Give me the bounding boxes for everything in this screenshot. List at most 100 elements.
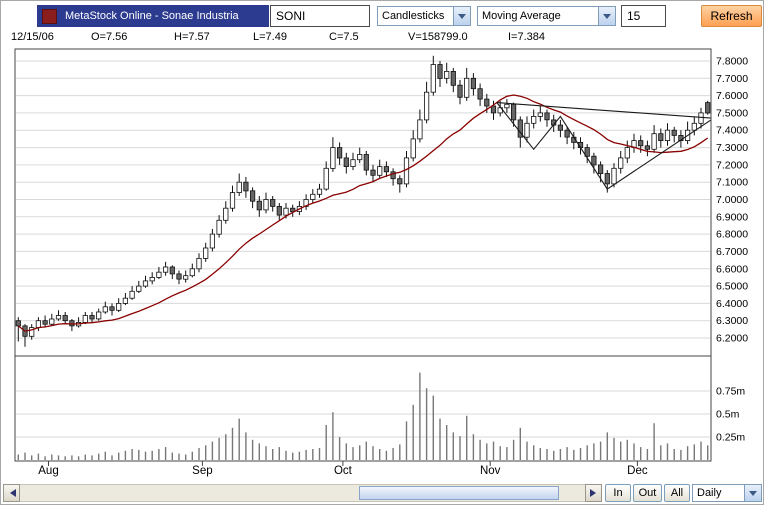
candle-body [156, 271, 162, 278]
scrollbar-track[interactable] [20, 484, 585, 502]
price-tick-label: 7.0000 [716, 194, 748, 206]
candle-body [89, 315, 95, 320]
indicator-value: Moving Average [482, 10, 561, 22]
trendline[interactable] [496, 102, 712, 119]
candle-body [638, 140, 644, 147]
volume-bars [17, 372, 709, 460]
candle-body [116, 302, 122, 311]
volume-tick-label: 0.25m [716, 432, 745, 444]
candle-body [310, 193, 316, 200]
price-tick-label: 6.4000 [716, 298, 748, 310]
candle-body [236, 181, 242, 193]
price-volume-chart[interactable]: 7.8000 7.7000 7.6000 7.5000 7.4000 7.3000 7.20… [1, 47, 764, 484]
candle-body [42, 320, 48, 325]
price-tick-label: 7.1000 [716, 177, 748, 189]
quote-close: C=7.5 [329, 31, 359, 43]
candle-body [149, 276, 155, 282]
chevron-down-icon[interactable] [744, 485, 761, 501]
candle-body [390, 171, 396, 180]
refresh-button[interactable]: Refresh [701, 5, 762, 27]
price-tick-label: 6.2000 [716, 333, 748, 345]
candle-body [698, 112, 704, 124]
candle-body [223, 207, 229, 221]
candle-body [29, 327, 35, 337]
app-logo-icon [42, 8, 57, 24]
candle-body [430, 64, 436, 93]
price-tick-label: 7.7000 [716, 73, 748, 85]
candle-body [504, 103, 510, 109]
candle-body [209, 233, 215, 249]
candle-body [263, 199, 269, 211]
price-tick-label: 6.3000 [716, 315, 748, 327]
quote-high: H=7.57 [174, 31, 210, 43]
candle-body [658, 133, 664, 141]
candle-body [357, 154, 363, 161]
zoom-all-button[interactable]: All [664, 484, 690, 502]
candle-body [437, 64, 443, 79]
zoom-out-button[interactable]: Out [633, 484, 662, 502]
chart-type-select[interactable]: Candlesticks [377, 6, 471, 26]
app-title: MetaStock Online - Sonae Industria [65, 10, 239, 22]
price-tick-label: 6.5000 [716, 281, 748, 293]
candle-body [517, 119, 523, 138]
price-tick-label: 6.9000 [716, 211, 748, 223]
candle-body [363, 154, 369, 171]
chart-type-value: Candlesticks [382, 10, 445, 22]
candle-body [49, 318, 55, 325]
arrow-right-icon [589, 489, 600, 497]
periodicity-select[interactable]: Daily [692, 484, 762, 502]
candle-body [336, 147, 343, 159]
indicator-select[interactable]: Moving Average [477, 6, 616, 26]
candle-body [162, 266, 169, 273]
candle-body [196, 257, 202, 270]
candle-body [470, 77, 477, 90]
chevron-down-icon[interactable] [598, 7, 615, 25]
scroll-right-button[interactable] [585, 484, 602, 502]
app-title-bar: MetaStock Online - Sonae Industria [37, 5, 269, 27]
price-tick-label: 7.5000 [716, 107, 748, 119]
scrollbar-thumb[interactable] [359, 486, 559, 500]
price-tick-label: 6.8000 [716, 229, 748, 241]
quote-low: L=7.49 [253, 31, 287, 43]
zoom-in-button[interactable]: In [605, 484, 631, 502]
candle-body [651, 133, 657, 150]
candle-body [490, 105, 497, 114]
candle-body [316, 188, 323, 195]
trendline[interactable] [496, 102, 712, 190]
candle-body [397, 178, 403, 185]
candle-body [243, 181, 249, 192]
month-label: Oct [334, 465, 353, 477]
price-tick-label: 7.2000 [716, 159, 748, 171]
candle-body [417, 119, 423, 140]
candle-body [584, 147, 590, 157]
candle-body [591, 155, 597, 166]
candle-body [403, 157, 410, 185]
quote-bar: 12/15/06 O=7.56 H=7.57 L=7.49 C=7.5 V=15… [1, 31, 763, 45]
candle-body [136, 285, 142, 292]
price-axis-labels: 7.8000 7.7000 7.6000 7.5000 7.4000 7.3000 7.20… [716, 56, 748, 345]
quote-date: 12/15/06 [11, 31, 54, 43]
candle-body [464, 77, 470, 98]
volume-tick-label: 0.75m [716, 386, 745, 398]
chart-border [14, 48, 712, 462]
candle-body [229, 192, 236, 209]
candle-body [624, 147, 630, 159]
candle-body [450, 70, 456, 86]
scroll-left-button[interactable] [3, 484, 20, 502]
candle-body [350, 159, 356, 167]
candle-body [216, 219, 222, 235]
moving-average-line [17, 94, 709, 332]
candle-body [203, 247, 209, 259]
candle-body [510, 103, 517, 121]
candle-body [142, 280, 149, 287]
quote-volume: V=158799.0 [408, 31, 468, 43]
candle-body [109, 306, 115, 311]
chevron-down-icon[interactable] [453, 7, 470, 25]
indicator-period-input[interactable] [621, 5, 666, 27]
candle-body [15, 320, 21, 327]
volume-axis-labels: 0.75m 0.5m 0.25m [716, 386, 745, 444]
periodicity-value: Daily [697, 487, 722, 499]
symbol-input[interactable] [270, 5, 370, 27]
candle-body [270, 199, 276, 207]
